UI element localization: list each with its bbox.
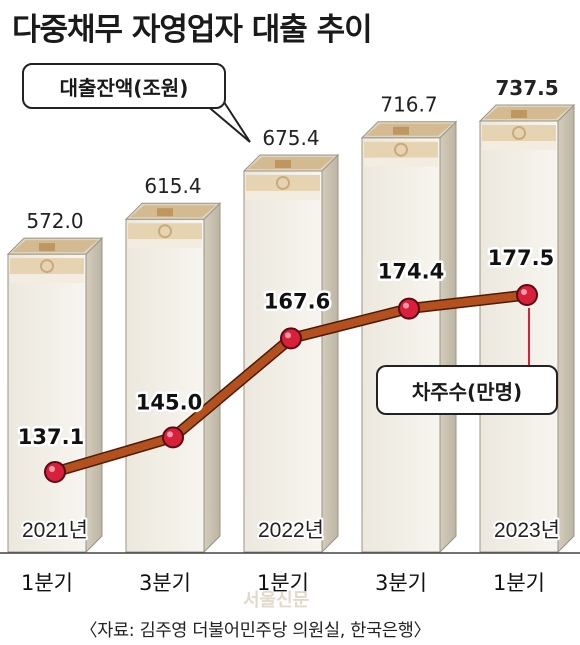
chart-title: 다중채무 자영업자 대출 추이	[12, 12, 373, 48]
line-value-label: 145.0	[136, 390, 202, 414]
legend-line: 차주수(만명)	[376, 365, 558, 415]
bar-value-label: 716.7	[380, 93, 437, 117]
category-label: 3분기	[139, 571, 191, 595]
bar-1	[6, 236, 104, 554]
money-bundle-icon	[364, 123, 452, 167]
money-bundle-icon	[246, 156, 334, 200]
line-point	[162, 426, 184, 449]
bar-2	[124, 201, 222, 554]
legend-bar: 대출잔액(조원)	[22, 63, 226, 109]
bar-4	[360, 120, 458, 554]
line-value-label: 174.4	[378, 260, 444, 284]
line-point	[44, 461, 66, 483]
category-label: 1분기	[21, 571, 73, 595]
money-bundle-icon	[10, 240, 98, 284]
bar-value-label: 615.4	[144, 174, 201, 198]
line-value-label: 167.6	[264, 289, 330, 313]
bar-5	[478, 103, 576, 554]
line-point-highlight	[521, 289, 527, 295]
line-point-highlight	[285, 332, 291, 339]
line-value-label: 137.1	[18, 425, 84, 449]
bar-value-label: 737.5	[495, 76, 558, 100]
money-bundle-icon	[482, 107, 570, 150]
line-value-label: 177.5	[488, 246, 554, 270]
year-label: 2023년	[494, 519, 560, 542]
line-point	[516, 284, 538, 306]
line-point	[398, 297, 420, 320]
year-label: 2022년	[258, 519, 324, 542]
money-bundle-icon	[128, 205, 216, 249]
category-label: 1분기	[493, 571, 545, 595]
bar-value-label: 572.0	[26, 209, 83, 233]
line-point-highlight	[167, 431, 173, 438]
line-point-highlight	[49, 466, 55, 472]
line-point	[280, 327, 302, 350]
category-label: 1분기	[257, 571, 309, 595]
source-note: 〈자료: 김주영 더불어민주당 의원실, 한국은행〉	[80, 621, 431, 641]
line-point-highlight	[403, 302, 409, 309]
bar-value-label: 675.4	[262, 126, 319, 150]
bar-3	[242, 153, 340, 554]
category-label: 3분기	[375, 571, 427, 595]
year-label: 2021년	[22, 519, 88, 542]
watermark: 서울신문	[243, 590, 310, 611]
